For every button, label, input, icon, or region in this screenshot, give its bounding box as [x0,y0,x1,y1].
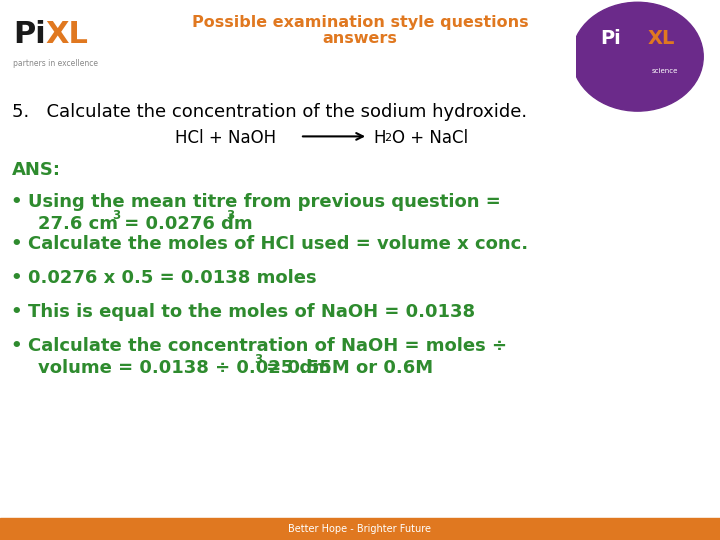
Text: = 0.0276 dm: = 0.0276 dm [118,215,253,233]
Text: Calculate the moles of HCl used = volume x conc.: Calculate the moles of HCl used = volume… [28,235,528,253]
Text: XL: XL [647,29,675,48]
Text: 5.   Calculate the concentration of the sodium hydroxide.: 5. Calculate the concentration of the so… [12,103,527,122]
Text: Possible examination style questions: Possible examination style questions [192,15,528,30]
Text: •: • [10,235,22,253]
Text: H: H [373,130,385,147]
Text: Calculate the concentration of NaOH = moles ÷: Calculate the concentration of NaOH = mo… [28,338,507,355]
Text: 2: 2 [384,133,391,144]
Text: 0.0276 x 0.5 = 0.0138 moles: 0.0276 x 0.5 = 0.0138 moles [28,269,317,287]
Text: science: science [652,68,678,73]
Text: •: • [10,303,22,321]
Text: = 0.55M or 0.6M: = 0.55M or 0.6M [260,360,433,377]
Text: •: • [10,338,22,355]
Text: O + NaCl: O + NaCl [392,130,468,147]
Circle shape [572,2,703,111]
Text: ANS:: ANS: [12,161,61,179]
Text: •: • [10,269,22,287]
Text: •: • [10,193,22,211]
Text: This is equal to the moles of NaOH = 0.0138: This is equal to the moles of NaOH = 0.0… [28,303,475,321]
Text: Pi: Pi [600,29,621,48]
Text: 27.6 cm: 27.6 cm [38,215,118,233]
Text: answers: answers [323,31,397,46]
Text: 3: 3 [226,210,234,222]
Text: HCl + NaOH: HCl + NaOH [175,130,276,147]
Text: volume = 0.0138 ÷ 0.025 dm: volume = 0.0138 ÷ 0.025 dm [38,360,331,377]
Text: XL: XL [45,19,89,49]
Text: Using the mean titre from previous question =: Using the mean titre from previous quest… [28,193,500,211]
Text: Pi: Pi [13,19,45,49]
Text: 3: 3 [112,210,120,222]
Text: partners in excellence: partners in excellence [13,58,98,68]
Text: 3: 3 [254,353,262,367]
Text: Better Hope - Brighter Future: Better Hope - Brighter Future [289,524,431,534]
